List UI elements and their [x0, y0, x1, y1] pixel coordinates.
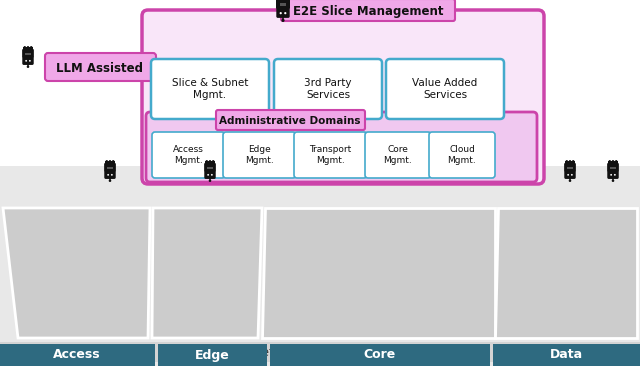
- FancyBboxPatch shape: [365, 132, 431, 178]
- FancyBboxPatch shape: [151, 59, 269, 119]
- FancyBboxPatch shape: [294, 132, 367, 178]
- Circle shape: [209, 179, 211, 182]
- Polygon shape: [3, 208, 150, 338]
- Circle shape: [280, 12, 282, 14]
- FancyBboxPatch shape: [607, 163, 619, 172]
- Circle shape: [284, 12, 287, 14]
- Text: Data: Data: [549, 348, 582, 362]
- Circle shape: [211, 174, 212, 176]
- FancyBboxPatch shape: [104, 163, 116, 172]
- FancyBboxPatch shape: [607, 170, 619, 179]
- Text: Access
Mgmt.: Access Mgmt.: [173, 145, 204, 165]
- Text: Value Added
Services: Value Added Services: [412, 78, 477, 100]
- Text: Edge
Mgmt.: Edge Mgmt.: [245, 145, 274, 165]
- Circle shape: [109, 179, 111, 182]
- FancyBboxPatch shape: [142, 10, 544, 184]
- Bar: [158, 344, 267, 366]
- Circle shape: [612, 160, 614, 163]
- FancyBboxPatch shape: [152, 132, 225, 178]
- Circle shape: [566, 160, 568, 163]
- Circle shape: [572, 160, 574, 163]
- FancyBboxPatch shape: [429, 132, 495, 178]
- FancyBboxPatch shape: [564, 163, 576, 172]
- Circle shape: [614, 174, 616, 176]
- Circle shape: [111, 174, 113, 176]
- Text: Network Infrastructure: Network Infrastructure: [253, 347, 387, 359]
- Circle shape: [112, 160, 115, 163]
- FancyBboxPatch shape: [564, 170, 576, 179]
- FancyBboxPatch shape: [281, 0, 455, 21]
- Circle shape: [615, 160, 618, 163]
- Polygon shape: [262, 208, 495, 338]
- FancyBboxPatch shape: [204, 163, 216, 172]
- Bar: [104, 161, 115, 164]
- Circle shape: [106, 160, 108, 163]
- Text: Slice & Subnet
Mgmt.: Slice & Subnet Mgmt.: [172, 78, 248, 100]
- Bar: [22, 47, 33, 50]
- Bar: [567, 167, 573, 169]
- Text: Edge: Edge: [195, 348, 229, 362]
- FancyBboxPatch shape: [204, 170, 216, 179]
- Circle shape: [212, 160, 214, 163]
- Circle shape: [109, 160, 111, 163]
- Circle shape: [24, 46, 26, 48]
- FancyBboxPatch shape: [216, 110, 365, 130]
- Text: LLM Assisted: LLM Assisted: [56, 61, 143, 75]
- Bar: [493, 344, 640, 366]
- Circle shape: [610, 174, 612, 176]
- Bar: [26, 53, 31, 55]
- FancyBboxPatch shape: [22, 49, 34, 57]
- Circle shape: [209, 160, 211, 163]
- FancyBboxPatch shape: [146, 112, 537, 182]
- Text: Transport
Mgmt.: Transport Mgmt.: [309, 145, 351, 165]
- Circle shape: [207, 174, 209, 176]
- FancyBboxPatch shape: [223, 132, 296, 178]
- Bar: [564, 161, 575, 164]
- Text: Access: Access: [53, 348, 101, 362]
- Bar: [611, 167, 616, 169]
- Circle shape: [27, 66, 29, 68]
- Bar: [0, 344, 155, 366]
- Text: E2E Slice Management: E2E Slice Management: [292, 4, 444, 18]
- FancyBboxPatch shape: [104, 170, 116, 179]
- Circle shape: [569, 160, 571, 163]
- Circle shape: [569, 179, 572, 182]
- Circle shape: [29, 60, 31, 62]
- Bar: [108, 167, 113, 169]
- Circle shape: [612, 179, 614, 182]
- Circle shape: [609, 160, 611, 163]
- Circle shape: [567, 174, 569, 176]
- FancyBboxPatch shape: [274, 59, 382, 119]
- Bar: [270, 344, 490, 366]
- Text: Administrative Domains: Administrative Domains: [220, 116, 361, 126]
- Circle shape: [108, 174, 109, 176]
- FancyBboxPatch shape: [276, 0, 290, 9]
- Bar: [207, 167, 212, 169]
- Bar: [205, 161, 216, 164]
- Bar: [0, 342, 640, 362]
- Polygon shape: [152, 208, 262, 338]
- FancyBboxPatch shape: [22, 56, 34, 65]
- FancyBboxPatch shape: [276, 8, 290, 18]
- FancyBboxPatch shape: [45, 53, 156, 81]
- Circle shape: [571, 174, 573, 176]
- Text: 3rd Party
Services: 3rd Party Services: [304, 78, 352, 100]
- Text: Cloud
Mgmt.: Cloud Mgmt.: [447, 145, 476, 165]
- Bar: [280, 3, 286, 6]
- Circle shape: [27, 46, 29, 48]
- Circle shape: [282, 19, 285, 22]
- Circle shape: [30, 46, 33, 48]
- Circle shape: [205, 160, 208, 163]
- Bar: [0, 166, 640, 366]
- Text: Core
Mgmt.: Core Mgmt.: [383, 145, 412, 165]
- Circle shape: [25, 60, 27, 62]
- Bar: [607, 161, 618, 164]
- FancyBboxPatch shape: [386, 59, 504, 119]
- Text: Core: Core: [364, 348, 396, 362]
- Polygon shape: [495, 208, 637, 338]
